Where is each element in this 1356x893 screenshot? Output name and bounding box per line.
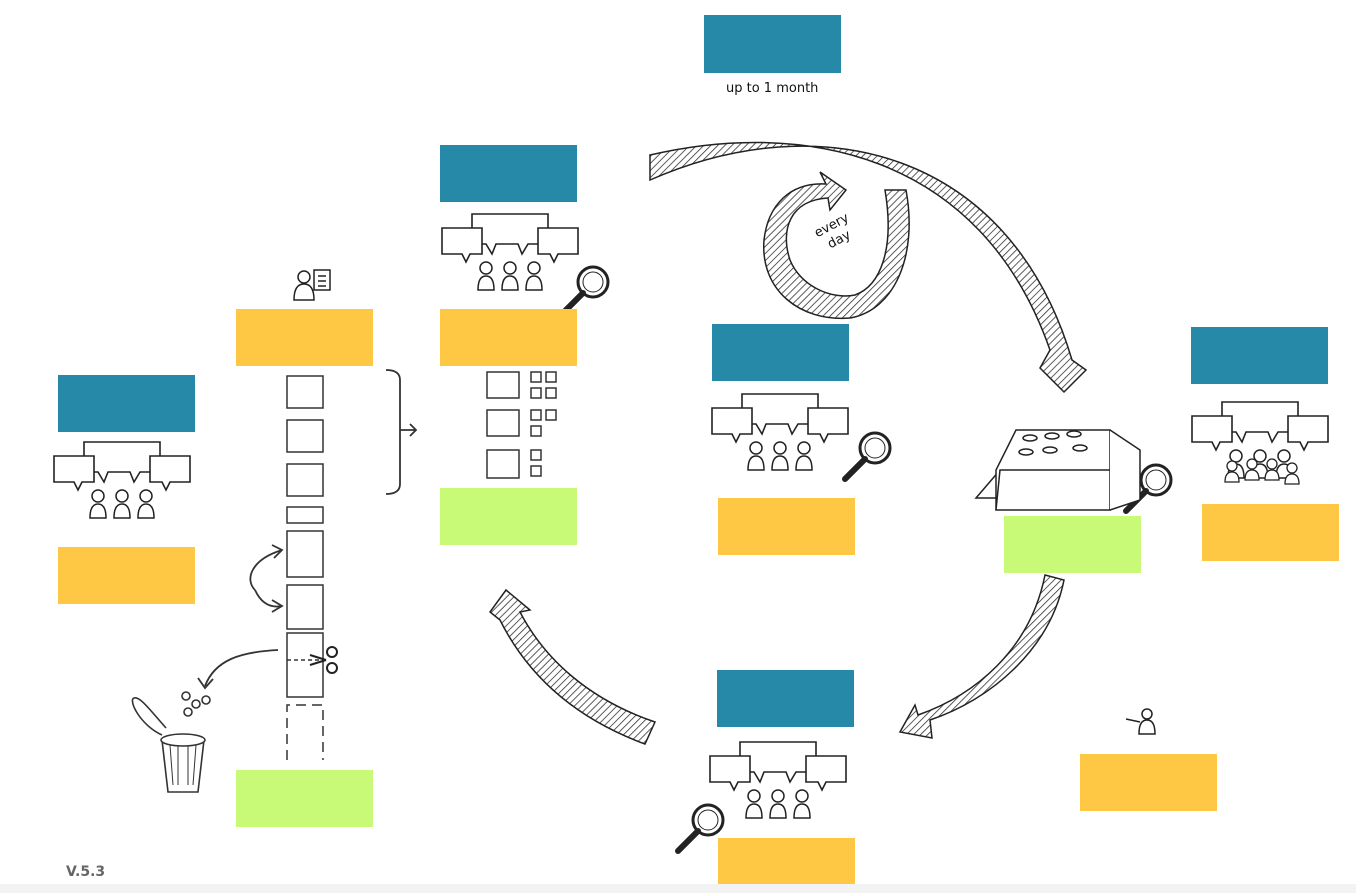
scissors-icon — [309, 646, 338, 674]
sprint-backlog-grid — [486, 371, 557, 479]
trash-can-icon — [131, 691, 211, 793]
magnifier-icon-planning — [563, 267, 608, 313]
people-group-daily — [711, 393, 849, 471]
product-owner-block — [236, 309, 373, 366]
sprint-backlog-block — [440, 488, 577, 545]
increment-block — [1004, 516, 1141, 573]
magnifier-icon-daily — [845, 433, 890, 479]
bottom-bar — [0, 884, 1356, 893]
scrum-master-icon — [1125, 708, 1156, 735]
stakeholders-crowd — [1224, 458, 1300, 485]
daily-scrum-block — [712, 324, 849, 381]
reorder-arrow-down — [254, 589, 283, 608]
daily-loop-arrow — [763, 171, 910, 320]
development-team-block — [440, 309, 577, 366]
retro-team-block — [718, 838, 855, 893]
reorder-arrow-up — [249, 549, 283, 591]
daily-team-block — [718, 498, 855, 555]
product-owner-icon — [293, 269, 331, 301]
product-backlog-column — [286, 375, 324, 760]
sprint-planning-block — [440, 145, 577, 202]
magnifier-icon-retro — [678, 805, 723, 851]
arrow-return — [488, 588, 657, 745]
arrow-to-review — [898, 574, 1065, 739]
increment-box-icon — [974, 429, 1142, 511]
sprint-review-block — [1191, 327, 1328, 384]
selection-arrow — [400, 423, 418, 437]
selection-bracket — [385, 369, 401, 495]
sprint-block — [704, 15, 841, 73]
people-group-planning — [441, 213, 579, 291]
refinement-block — [58, 375, 195, 432]
discard-arrow — [204, 649, 279, 687]
sprint-duration-label: up to 1 month — [726, 81, 819, 96]
sprint-arrow-top — [649, 141, 1088, 394]
scrum-master-block — [1080, 754, 1217, 811]
version-label: V.5.3 — [66, 864, 106, 880]
refinement-team-block — [58, 547, 195, 604]
people-group-review — [1191, 401, 1329, 479]
retrospective-block — [717, 670, 854, 727]
stakeholders-block — [1202, 504, 1339, 561]
product-backlog-block — [236, 770, 373, 827]
people-group-refinement — [53, 441, 191, 519]
people-group-retro — [709, 741, 847, 819]
